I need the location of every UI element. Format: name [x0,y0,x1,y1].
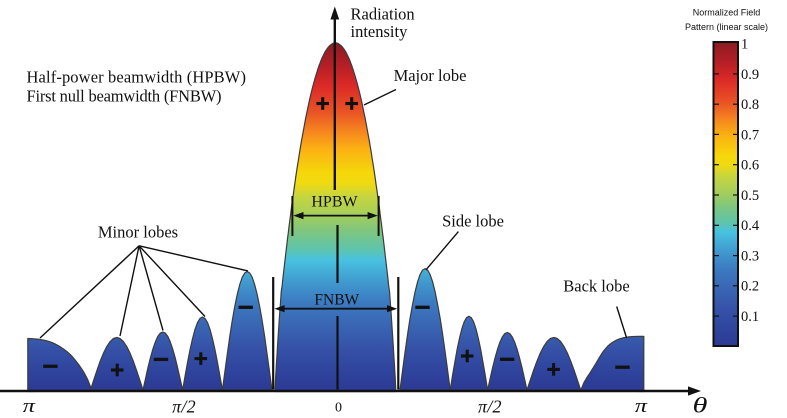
svg-text:π/2: π/2 [172,396,196,416]
svg-text:0.8: 0.8 [741,97,759,113]
svg-text:1: 1 [741,37,748,53]
svg-text:0.4: 0.4 [741,218,760,234]
svg-text:0.7: 0.7 [741,127,759,143]
svg-text:Minor lobes: Minor lobes [98,223,178,242]
svg-text:Side lobe: Side lobe [442,212,504,231]
svg-text:θ: θ [693,392,708,417]
svg-text:Half-power beamwidth (HPBW): Half-power beamwidth (HPBW) [27,68,247,87]
svg-text:Back lobe: Back lobe [563,277,629,296]
svg-text:0.5: 0.5 [741,188,759,204]
svg-text:0.2: 0.2 [741,279,759,295]
svg-text:Pattern (linear scale): Pattern (linear scale) [685,22,768,32]
svg-text:Normalized Field: Normalized Field [693,7,761,17]
svg-text:π/2: π/2 [478,396,502,416]
svg-text:π: π [23,395,36,416]
svg-text:First null beamwidth (FNBW): First null beamwidth (FNBW) [27,87,222,106]
svg-text:0: 0 [335,400,342,415]
svg-text:intensity: intensity [351,22,409,41]
svg-text:FNBW: FNBW [314,291,359,308]
svg-text:π: π [635,395,648,416]
svg-text:0.9: 0.9 [741,67,759,83]
svg-text:HPBW: HPBW [311,193,358,210]
svg-text:0.3: 0.3 [741,249,759,265]
svg-text:Major lobe: Major lobe [394,66,467,85]
svg-text:Radiation: Radiation [351,5,415,24]
svg-text:0.6: 0.6 [741,158,759,174]
svg-text:0.1: 0.1 [741,309,759,325]
